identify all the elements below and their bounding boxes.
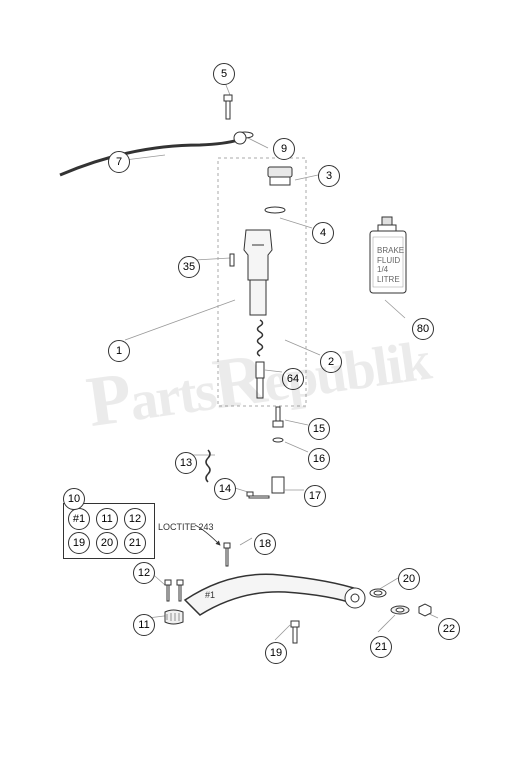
exploded-diagram: #1 BRAKE FLUID 1/4 LITRE LOCTITE 243 #1 … — [0, 0, 515, 757]
callout-12: 12 — [133, 562, 155, 584]
legend-item: 11 — [96, 508, 118, 530]
callout-16: 16 — [308, 448, 330, 470]
callout-5: 5 — [213, 63, 235, 85]
legend-item: #1 — [68, 508, 90, 530]
callout-21: 21 — [370, 636, 392, 658]
callout-19: 19 — [265, 642, 287, 664]
callout-20: 20 — [398, 568, 420, 590]
callout-15: 15 — [308, 418, 330, 440]
callout-80: 80 — [412, 318, 434, 340]
svg-text:#1: #1 — [205, 590, 215, 600]
legend-item: 19 — [68, 532, 90, 554]
callout-35: 35 — [178, 256, 200, 278]
callout-22: 22 — [438, 618, 460, 640]
callout-1: 1 — [108, 340, 130, 362]
callout-11: 11 — [133, 614, 155, 636]
callout-3: 3 — [318, 165, 340, 187]
callout-2: 2 — [320, 351, 342, 373]
loctite-note: LOCTITE 243 — [158, 522, 214, 532]
callout-64: 64 — [282, 368, 304, 390]
diagram-svg: #1 — [0, 0, 515, 757]
callout-13: 13 — [175, 452, 197, 474]
callout-7: 7 — [108, 151, 130, 173]
legend-item: 21 — [124, 532, 146, 554]
callout-17: 17 — [304, 485, 326, 507]
callout-4: 4 — [312, 222, 334, 244]
callout-10: 10 — [63, 488, 85, 510]
bottle-label: BRAKE FLUID 1/4 LITRE — [377, 246, 404, 284]
legend-item: 20 — [96, 532, 118, 554]
legend-box: #1 11 12 19 20 21 — [63, 503, 155, 559]
legend-item: 12 — [124, 508, 146, 530]
callout-18: 18 — [254, 533, 276, 555]
callout-9: 9 — [273, 138, 295, 160]
callout-14: 14 — [214, 478, 236, 500]
